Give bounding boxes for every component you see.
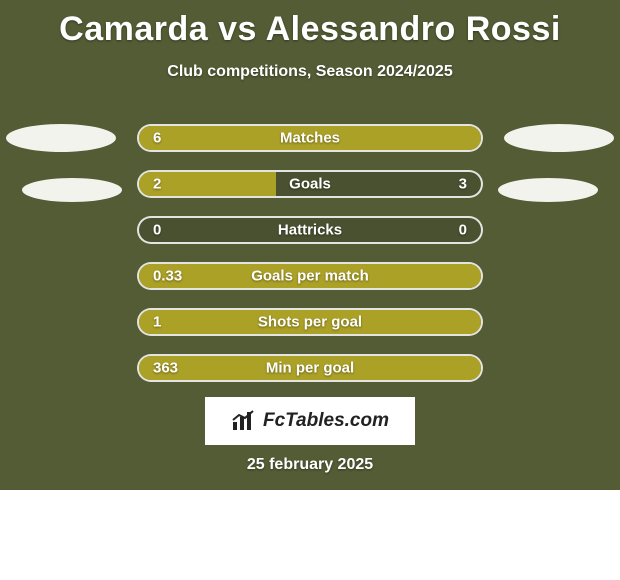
stat-left-value: 363 — [153, 360, 178, 377]
player-left-ellipse-2 — [22, 178, 122, 202]
player-right-ellipse-1 — [504, 124, 614, 152]
player-left-ellipse-1 — [6, 124, 116, 152]
stat-left-value: 2 — [153, 176, 161, 193]
stat-label: Matches — [280, 130, 340, 147]
stat-label: Hattricks — [278, 222, 342, 239]
stat-row: 363 Min per goal — [137, 354, 483, 382]
stat-label: Goals — [289, 176, 331, 193]
subtitle: Club competitions, Season 2024/2025 — [0, 63, 620, 81]
stat-right-value: 0 — [459, 222, 467, 239]
stat-row: 2 Goals 3 — [137, 170, 483, 198]
stat-label: Shots per goal — [258, 314, 362, 331]
stat-row: 6 Matches — [137, 124, 483, 152]
stat-left-value: 0.33 — [153, 268, 182, 285]
stat-right-value: 3 — [459, 176, 467, 193]
stat-label: Min per goal — [266, 360, 354, 377]
page-title: Camarda vs Alessandro Rossi — [0, 0, 620, 49]
stat-left-value: 1 — [153, 314, 161, 331]
stat-row: 1 Shots per goal — [137, 308, 483, 336]
stat-bars: 6 Matches 2 Goals 3 0 Hattricks 0 0.33 Goals per … — [137, 124, 483, 382]
fctables-logo: FcTables.com — [205, 397, 415, 445]
chart-icon — [231, 410, 257, 432]
stat-left-value: 6 — [153, 130, 161, 147]
date-text: 25 february 2025 — [247, 456, 373, 474]
stat-row: 0.33 Goals per match — [137, 262, 483, 290]
stat-left-value: 0 — [153, 222, 161, 239]
stat-label: Goals per match — [251, 268, 369, 285]
logo-text: FcTables.com — [263, 410, 389, 432]
stat-row: 0 Hattricks 0 — [137, 216, 483, 244]
player-right-ellipse-2 — [498, 178, 598, 202]
comparison-card: Camarda vs Alessandro Rossi Club competi… — [0, 0, 620, 490]
